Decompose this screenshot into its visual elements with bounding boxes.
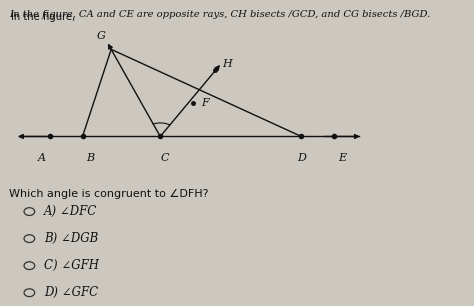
Text: In the figure, CA and CE are opposite rays, CH bisects /GCD, and CG bisects /BGD: In the figure, CA and CE are opposite ra…	[9, 10, 430, 19]
Text: Which angle is congruent to ∠DFH?: Which angle is congruent to ∠DFH?	[9, 189, 209, 199]
Text: B: B	[87, 152, 95, 162]
Text: H: H	[222, 59, 232, 69]
Text: A) ∠DFC: A) ∠DFC	[44, 205, 97, 218]
Text: In the figure,: In the figure,	[11, 12, 78, 22]
Text: D) ∠GFC: D) ∠GFC	[44, 286, 98, 299]
Text: A: A	[37, 152, 46, 162]
Text: B) ∠DGB: B) ∠DGB	[44, 232, 98, 245]
Text: E: E	[338, 152, 346, 162]
Text: C: C	[160, 152, 169, 162]
Text: F: F	[201, 99, 209, 108]
Text: D: D	[297, 152, 306, 162]
Text: C) ∠GFH: C) ∠GFH	[44, 259, 99, 272]
Text: G: G	[97, 31, 105, 41]
